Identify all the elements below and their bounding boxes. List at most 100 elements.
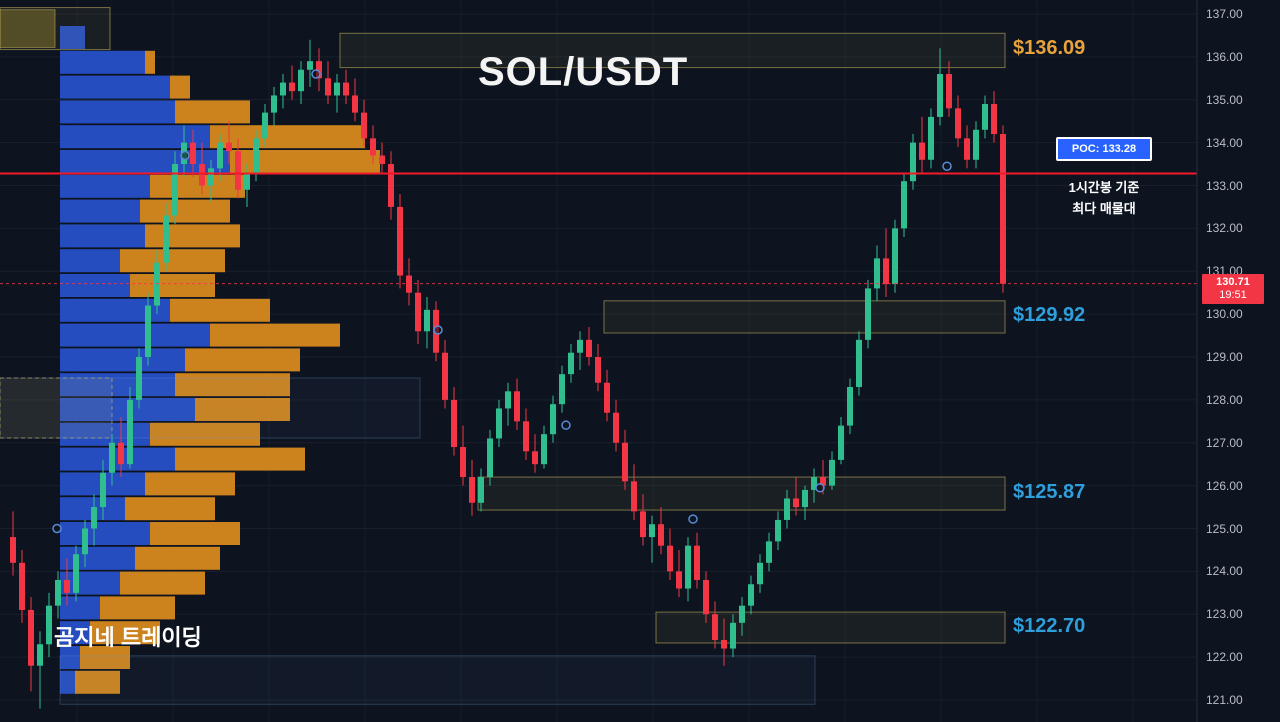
- candle-body: [388, 164, 394, 207]
- candle-body: [1000, 134, 1006, 284]
- candle-body: [667, 545, 673, 572]
- candle-body: [136, 357, 142, 400]
- candle-body: [865, 288, 871, 340]
- candle-body: [703, 579, 709, 615]
- candle-body: [109, 442, 115, 473]
- price-zone[interactable]: [655, 611, 1006, 644]
- candle-body: [487, 438, 493, 478]
- axis-price-label: 124.00: [1206, 564, 1243, 579]
- candle-body: [964, 138, 970, 160]
- candle-body: [19, 562, 25, 610]
- candle-body: [748, 584, 754, 606]
- chart-title: SOL/USDT: [478, 50, 689, 94]
- volume-profile-buy-bar: [60, 323, 210, 347]
- candle-body: [802, 489, 808, 508]
- candle-body: [280, 82, 286, 96]
- candle-body: [82, 528, 88, 555]
- candle-body: [271, 95, 277, 113]
- candle-body: [10, 537, 16, 563]
- candle-body: [730, 622, 736, 649]
- pivot-marker[interactable]: [311, 69, 321, 79]
- candle-body: [361, 112, 367, 139]
- candle-body: [235, 151, 241, 190]
- axis-price-label: 136.00: [1206, 49, 1243, 64]
- candle-body: [757, 562, 763, 585]
- volume-profile-buy-bar: [60, 522, 150, 545]
- candle-body: [937, 74, 943, 117]
- volume-profile-sell-bar: [145, 50, 155, 74]
- candle-body: [595, 357, 601, 383]
- pivot-marker[interactable]: [180, 150, 190, 161]
- pivot-marker[interactable]: [433, 325, 443, 335]
- volume-profile-buy-bar: [60, 670, 75, 694]
- volume-profile-buy-bar: [60, 249, 120, 273]
- volume-profile-sell-bar: [120, 249, 225, 273]
- volume-profile-sell-bar: [210, 323, 340, 347]
- pivot-marker[interactable]: [561, 420, 571, 430]
- axis-price-label: 137.00: [1206, 7, 1243, 21]
- volume-profile-sell-bar: [170, 75, 190, 99]
- candle-body: [442, 352, 448, 400]
- candle-body: [721, 639, 727, 649]
- axis-price-label: 121.00: [1206, 693, 1243, 707]
- price-zone[interactable]: [0, 9, 56, 48]
- price-zone[interactable]: [339, 32, 1006, 69]
- candle-body: [379, 155, 385, 165]
- candle-body: [145, 305, 151, 357]
- candle-body: [298, 69, 304, 92]
- volume-profile-sell-bar: [125, 497, 215, 521]
- price-zone[interactable]: [603, 300, 1006, 334]
- volume-profile-sell-bar: [150, 174, 245, 198]
- volume-profile-sell-bar: [210, 125, 365, 149]
- pivot-marker[interactable]: [942, 161, 952, 171]
- candle-body: [172, 164, 178, 216]
- axis-price-label: 135.00: [1206, 92, 1243, 107]
- candle-body: [244, 172, 250, 190]
- candle-body: [919, 142, 925, 160]
- pivot-marker[interactable]: [688, 514, 698, 524]
- price-zone[interactable]: [59, 655, 816, 705]
- candle-body: [622, 442, 628, 482]
- candle-body: [73, 554, 79, 593]
- price-level-label: $122.70: [1013, 614, 1086, 637]
- candle-body: [982, 104, 988, 130]
- candle-body: [793, 498, 799, 508]
- axis-price-label: 134.00: [1206, 135, 1243, 150]
- candle-body: [514, 391, 520, 422]
- candle-body: [415, 292, 421, 332]
- candle-body: [559, 374, 565, 405]
- poc-badge[interactable]: POC: 133.28: [1056, 137, 1152, 161]
- price-zone[interactable]: [0, 377, 421, 439]
- candle-body: [694, 545, 700, 580]
- volume-profile-buy-bar: [60, 26, 85, 49]
- volume-profile-buy-bar: [60, 125, 210, 149]
- candle-body: [856, 339, 862, 388]
- pivot-marker[interactable]: [815, 483, 825, 493]
- candle-body: [334, 82, 340, 96]
- candle-body: [163, 215, 169, 263]
- volume-profile-buy-bar: [60, 174, 150, 198]
- candle-body: [451, 399, 457, 448]
- candle-body: [460, 447, 466, 478]
- candle-body: [352, 95, 358, 113]
- volume-profile-buy-bar: [60, 274, 130, 297]
- price-level-label: $129.92: [1013, 303, 1086, 326]
- candle-body: [127, 399, 133, 465]
- pivot-marker[interactable]: [52, 523, 62, 534]
- watermark: 곰지네 트레이딩: [54, 625, 202, 650]
- price-zone[interactable]: [0, 377, 113, 439]
- volume-profile-sell-bar: [120, 571, 205, 595]
- price-zone[interactable]: [477, 476, 1006, 511]
- candle-body: [811, 477, 817, 490]
- volume-profile-sell-bar: [195, 398, 290, 421]
- candle-body: [208, 168, 214, 186]
- candle-body: [532, 451, 538, 465]
- axis-price-label: 122.00: [1206, 650, 1243, 665]
- candle-body: [910, 142, 916, 182]
- poc-note: 1시간봉 기준 최다 매물대: [1042, 177, 1166, 219]
- volume-profile-buy-bar: [60, 447, 175, 471]
- volume-profile-sell-bar: [170, 298, 270, 322]
- axis-price-label: 129.00: [1206, 350, 1243, 364]
